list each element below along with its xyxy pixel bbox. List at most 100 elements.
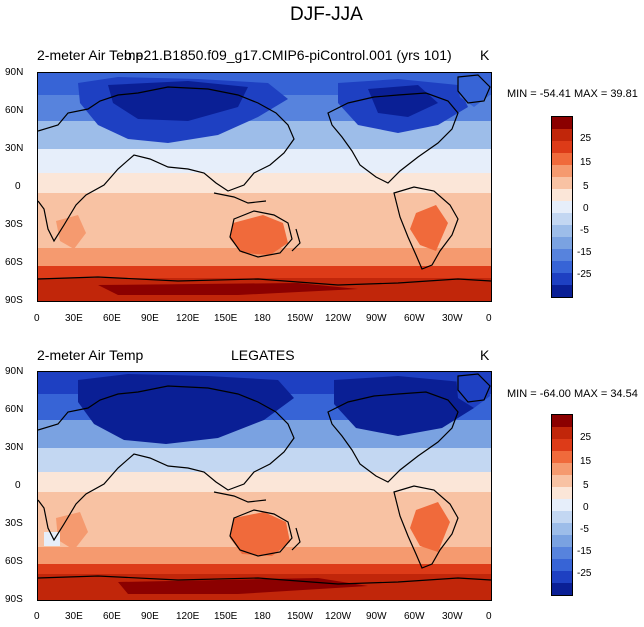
lat-tick: 60N bbox=[5, 105, 24, 116]
temperature-map-top bbox=[38, 73, 491, 301]
lat-tick: 60N bbox=[5, 404, 24, 415]
colorbar-swatches-bottom bbox=[552, 415, 572, 595]
figure-title: DJF-JJA bbox=[290, 4, 363, 25]
lon-tick: 180 bbox=[254, 313, 271, 324]
colorbar-swatch bbox=[552, 261, 572, 274]
colorbar-swatch bbox=[552, 523, 572, 536]
colorbar-swatch bbox=[552, 165, 572, 178]
colorbar-swatches-top bbox=[552, 117, 572, 297]
colorbar-label: 0 bbox=[583, 203, 589, 214]
lon-tick: 90W bbox=[366, 313, 387, 324]
colorbar-swatch bbox=[552, 559, 572, 572]
lon-tick: 60W bbox=[404, 313, 425, 324]
panel-bottom-left-label: 2-meter Air Temp bbox=[37, 347, 144, 363]
panel-top-left-label: 2-meter Air Temp bbox=[37, 47, 144, 63]
colorbar-label: 15 bbox=[580, 456, 592, 467]
colorbar-label: -5 bbox=[580, 524, 589, 535]
colorbar-label: 5 bbox=[583, 181, 589, 192]
colorbar-swatch bbox=[552, 237, 572, 250]
lon-tick: 120E bbox=[176, 611, 200, 622]
lon-tick: 60E bbox=[103, 313, 121, 324]
colorbar-label: 25 bbox=[580, 432, 592, 443]
colorbar-label: -25 bbox=[577, 568, 592, 579]
colorbar-swatch bbox=[552, 571, 572, 584]
colorbar-swatch bbox=[552, 499, 572, 512]
colorbar-swatch bbox=[552, 273, 572, 286]
map-plot-bottom bbox=[37, 371, 492, 601]
lon-tick: 30E bbox=[65, 611, 83, 622]
panel-bottom-units: K bbox=[480, 347, 490, 363]
colorbar-label: -5 bbox=[580, 225, 589, 236]
lat-tick: 90N bbox=[5, 366, 24, 377]
colorbar-swatch bbox=[552, 415, 572, 428]
colorbar-label: -15 bbox=[577, 247, 592, 258]
colorbar-swatch bbox=[552, 225, 572, 238]
lon-tick: 150E bbox=[214, 611, 238, 622]
colorbar-label: -25 bbox=[577, 269, 592, 280]
lon-tick: 150W bbox=[287, 313, 314, 324]
colorbar-bottom bbox=[551, 414, 573, 596]
colorbar-swatch bbox=[552, 201, 572, 214]
lon-tick: 90W bbox=[366, 611, 387, 622]
colorbar-swatch bbox=[552, 249, 572, 262]
panel-top-min-max: MIN = -54.41 MAX = 39.81 bbox=[507, 88, 638, 100]
colorbar-swatch bbox=[552, 475, 572, 488]
lon-tick: 30W bbox=[442, 611, 463, 622]
lon-tick: 120W bbox=[325, 611, 352, 622]
colorbar-swatch bbox=[552, 583, 572, 595]
colorbar-swatch bbox=[552, 285, 572, 297]
colorbar-swatch bbox=[552, 141, 572, 154]
colorbar-swatch bbox=[552, 213, 572, 226]
colorbar-label: 25 bbox=[580, 133, 592, 144]
lon-tick: 180 bbox=[254, 611, 271, 622]
colorbar-swatch bbox=[552, 511, 572, 524]
lon-tick: 0 bbox=[486, 313, 492, 324]
colorbar-swatch bbox=[552, 153, 572, 166]
colorbar-swatch bbox=[552, 547, 572, 560]
lon-tick: 90E bbox=[141, 611, 159, 622]
lat-tick: 60S bbox=[5, 257, 23, 268]
colorbar-swatch bbox=[552, 129, 572, 142]
lon-tick: 30E bbox=[65, 313, 83, 324]
lon-tick: 120E bbox=[176, 313, 200, 324]
lat-tick: 30N bbox=[5, 143, 24, 154]
colorbar-swatch bbox=[552, 117, 572, 130]
colorbar-swatch bbox=[552, 177, 572, 190]
temperature-map-bottom bbox=[38, 372, 491, 600]
colorbar-label: 0 bbox=[583, 502, 589, 513]
lat-tick: 90S bbox=[5, 594, 23, 605]
lon-tick: 0 bbox=[34, 611, 40, 622]
colorbar-swatch bbox=[552, 463, 572, 476]
colorbar-label: 5 bbox=[583, 480, 589, 491]
panel-bottom-min-max: MIN = -64.00 MAX = 34.54 bbox=[507, 388, 638, 400]
map-plot-top bbox=[37, 72, 492, 302]
colorbar-swatch bbox=[552, 487, 572, 500]
colorbar-swatch bbox=[552, 451, 572, 464]
panel-top-units: K bbox=[480, 47, 490, 63]
colorbar-swatch bbox=[552, 427, 572, 440]
lat-tick: 30S bbox=[5, 518, 23, 529]
panel-bottom-center-label: LEGATES bbox=[231, 347, 295, 363]
colorbar-top bbox=[551, 116, 573, 298]
lon-tick: 120W bbox=[325, 313, 352, 324]
lat-tick: 30N bbox=[5, 442, 24, 453]
lon-tick: 150W bbox=[287, 611, 314, 622]
lon-tick: 150E bbox=[214, 313, 238, 324]
lon-tick: 60E bbox=[103, 611, 121, 622]
lon-tick: 60W bbox=[404, 611, 425, 622]
lat-tick: 90S bbox=[5, 295, 23, 306]
lon-tick: 90E bbox=[141, 313, 159, 324]
colorbar-swatch bbox=[552, 535, 572, 548]
lon-tick: 0 bbox=[34, 313, 40, 324]
lat-tick: 60S bbox=[5, 556, 23, 567]
colorbar-label: -15 bbox=[577, 546, 592, 557]
lat-tick: 90N bbox=[5, 67, 24, 78]
lat-tick: 30S bbox=[5, 219, 23, 230]
lat-tick: 0 bbox=[15, 181, 21, 192]
lat-tick: 0 bbox=[15, 480, 21, 491]
colorbar-swatch bbox=[552, 439, 572, 452]
lon-tick: 0 bbox=[486, 611, 492, 622]
lon-tick: 30W bbox=[442, 313, 463, 324]
colorbar-label: 15 bbox=[580, 157, 592, 168]
colorbar-swatch bbox=[552, 189, 572, 202]
